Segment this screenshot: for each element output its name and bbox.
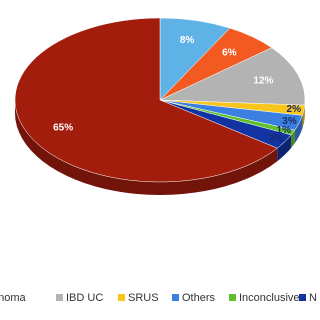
legend-label: SRUS	[128, 292, 159, 304]
slice-side	[291, 130, 295, 148]
legend-swatch	[172, 294, 179, 301]
legend-label: Others	[182, 292, 216, 304]
data-label: 3%	[269, 133, 284, 144]
legend-swatch	[229, 294, 236, 301]
slice	[14, 17, 278, 183]
legend-label: N	[309, 292, 317, 304]
legend-label: IBD UC	[66, 292, 103, 304]
legend-swatch	[56, 294, 63, 301]
data-label: 8%	[180, 35, 195, 46]
legend-swatch	[299, 294, 306, 301]
data-label: 3%	[282, 116, 297, 127]
slice-side	[15, 100, 278, 195]
data-label: 1%	[277, 125, 292, 136]
slice-side	[302, 105, 305, 129]
data-label: 6%	[222, 47, 237, 58]
legend-label: Inconclusive	[239, 292, 300, 304]
data-label: 12%	[253, 76, 273, 87]
legend-label: enoma	[0, 292, 27, 304]
legend-swatch	[118, 294, 125, 301]
slice-side	[294, 115, 303, 144]
slice-side	[277, 134, 292, 162]
slice	[159, 47, 306, 106]
data-label: 65%	[53, 123, 73, 134]
data-label: 2%	[287, 104, 302, 115]
